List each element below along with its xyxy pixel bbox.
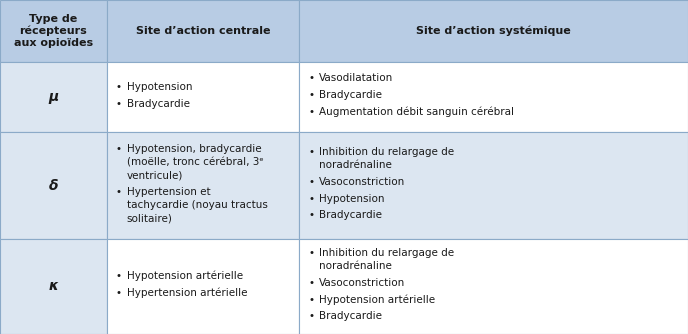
Text: •: • bbox=[116, 144, 122, 154]
Text: solitaire): solitaire) bbox=[127, 213, 173, 223]
Text: Bradycardie: Bradycardie bbox=[319, 210, 383, 220]
Text: Hypotension, bradycardie: Hypotension, bradycardie bbox=[127, 144, 261, 154]
Bar bbox=[0, 0, 107, 62]
Text: •: • bbox=[116, 271, 122, 281]
Text: •: • bbox=[308, 177, 314, 187]
Bar bbox=[107, 239, 299, 334]
Text: ventricule): ventricule) bbox=[127, 170, 183, 180]
Text: •: • bbox=[308, 193, 314, 203]
Text: •: • bbox=[308, 210, 314, 220]
Text: Hypertension et: Hypertension et bbox=[127, 187, 211, 197]
Text: δ: δ bbox=[49, 178, 58, 192]
Bar bbox=[107, 0, 299, 62]
Text: •: • bbox=[308, 311, 314, 321]
Text: Bradycardie: Bradycardie bbox=[127, 99, 190, 109]
Text: •: • bbox=[308, 107, 314, 117]
Text: tachycardie (noyau tractus: tachycardie (noyau tractus bbox=[127, 200, 268, 210]
Text: •: • bbox=[308, 247, 314, 258]
Bar bbox=[299, 239, 688, 334]
Text: κ: κ bbox=[48, 280, 58, 294]
Text: Type de
récepteurs
aux opioïdes: Type de récepteurs aux opioïdes bbox=[14, 14, 93, 48]
Text: •: • bbox=[308, 278, 314, 288]
Text: (moëlle, tronc cérébral, 3ᵉ: (moëlle, tronc cérébral, 3ᵉ bbox=[127, 157, 264, 167]
Bar bbox=[299, 132, 688, 239]
Text: Vasodilatation: Vasodilatation bbox=[319, 73, 394, 83]
Text: •: • bbox=[308, 73, 314, 83]
Text: •: • bbox=[308, 147, 314, 157]
Bar bbox=[299, 62, 688, 132]
Text: Bradycardie: Bradycardie bbox=[319, 311, 383, 321]
Text: Inhibition du relargage de: Inhibition du relargage de bbox=[319, 247, 454, 258]
Text: •: • bbox=[308, 295, 314, 305]
Text: Hypotension: Hypotension bbox=[127, 81, 192, 92]
Bar bbox=[0, 239, 107, 334]
Bar bbox=[0, 62, 107, 132]
Text: μ: μ bbox=[48, 90, 58, 104]
Text: Hypotension artérielle: Hypotension artérielle bbox=[319, 294, 436, 305]
Text: noradrénaline: noradrénaline bbox=[319, 160, 392, 170]
Text: •: • bbox=[116, 187, 122, 197]
Text: Bradycardie: Bradycardie bbox=[319, 90, 383, 100]
Bar bbox=[0, 132, 107, 239]
Text: Vasoconstriction: Vasoconstriction bbox=[319, 177, 405, 187]
Text: •: • bbox=[116, 99, 122, 109]
Text: •: • bbox=[116, 288, 122, 298]
Text: Hypotension: Hypotension bbox=[319, 193, 385, 203]
Text: Site d’action systémique: Site d’action systémique bbox=[416, 26, 571, 36]
Text: Inhibition du relargage de: Inhibition du relargage de bbox=[319, 147, 454, 157]
Text: •: • bbox=[116, 81, 122, 92]
Text: Hypotension artérielle: Hypotension artérielle bbox=[127, 271, 243, 281]
Text: Augmentation débit sanguin cérébral: Augmentation débit sanguin cérébral bbox=[319, 107, 514, 117]
Bar bbox=[107, 132, 299, 239]
Bar bbox=[107, 62, 299, 132]
Text: Hypertension artérielle: Hypertension artérielle bbox=[127, 288, 247, 298]
Bar bbox=[299, 0, 688, 62]
Text: •: • bbox=[308, 90, 314, 100]
Text: Site d’action centrale: Site d’action centrale bbox=[136, 26, 270, 36]
Text: Vasoconstriction: Vasoconstriction bbox=[319, 278, 405, 288]
Text: noradrénaline: noradrénaline bbox=[319, 261, 392, 271]
